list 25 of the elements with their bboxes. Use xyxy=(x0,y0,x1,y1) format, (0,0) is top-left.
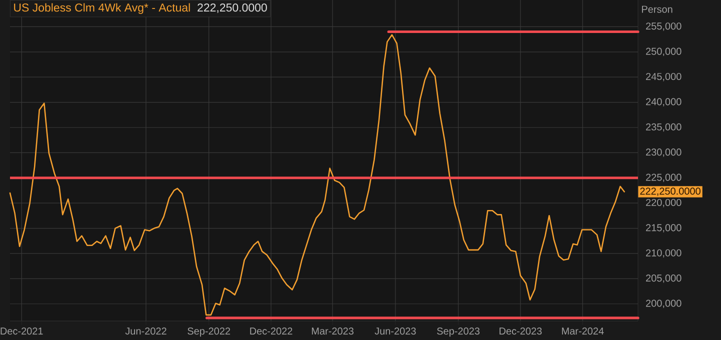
y-tick-label: 210,000 xyxy=(646,249,682,258)
y-axis-title: Person xyxy=(642,6,672,13)
y-tick-label: 245,000 xyxy=(646,72,682,82)
x-tick-label: Jun-2022 xyxy=(125,328,166,335)
y-tick-label: 235,000 xyxy=(646,123,682,132)
x-tick-label: Jun-2023 xyxy=(374,328,416,335)
y-tick-label: 250,000 xyxy=(646,48,682,56)
text: 222,250.0000 xyxy=(640,188,700,196)
chart-subtitle: 222,250.0000 xyxy=(198,4,267,13)
x-tick-label: Sep-2022 xyxy=(188,328,230,337)
x-tick-label: Dec-2023 xyxy=(500,328,542,335)
y-tick-label: 240,000 xyxy=(646,98,682,106)
y-tick-label: 215,000 xyxy=(646,224,682,232)
y-tick-label: 225,000 xyxy=(646,174,682,182)
chart-title: US Jobless Clm 4Wk Avg* - Actual xyxy=(14,3,190,14)
y-tick-label: 255,000 xyxy=(646,22,682,31)
x-tick-label: Dec-2021 xyxy=(0,328,43,335)
y-tick-label: 230,000 xyxy=(646,148,682,157)
x-tick-label: Dec-2022 xyxy=(250,328,292,335)
y-tick-label: 200,000 xyxy=(646,300,682,308)
y-tick-label: 220,000 xyxy=(646,198,682,208)
y-tick-label: 205,000 xyxy=(646,274,682,283)
x-tick-label: Mar-2024 xyxy=(562,328,604,335)
x-tick-label: Sep-2023 xyxy=(437,328,480,337)
x-tick-label: Mar-2023 xyxy=(312,328,354,335)
